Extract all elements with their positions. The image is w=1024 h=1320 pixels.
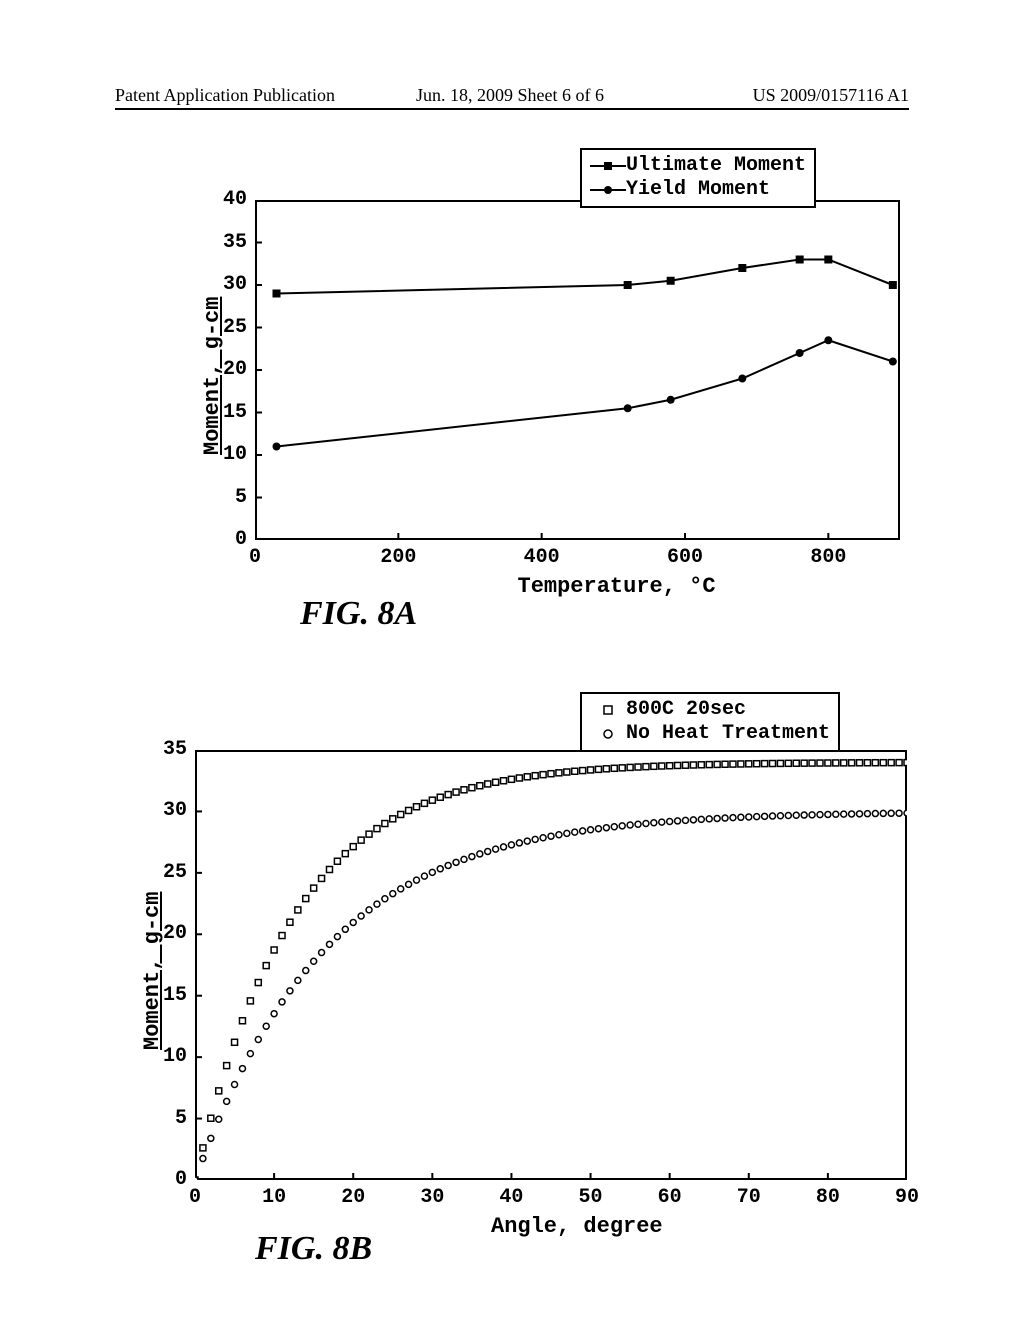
y-tick-label: 35	[223, 231, 247, 254]
y-tick-label: 10	[223, 443, 247, 466]
y-tick-label: 30	[223, 273, 247, 296]
y-tick-label: 10	[163, 1045, 187, 1068]
chart-a-legend: Ultimate MomentYield Moment	[580, 148, 816, 208]
y-tick-label: 30	[163, 799, 187, 822]
legend-item: Ultimate Moment	[590, 154, 806, 178]
legend-marker-icon	[590, 180, 626, 200]
y-axis-title: Moment, g-cm	[200, 297, 225, 455]
x-tick-label: 90	[887, 1186, 927, 1209]
x-tick-label: 40	[491, 1186, 531, 1209]
x-tick-label: 400	[522, 546, 562, 569]
chart-moment-vs-temperature	[255, 200, 900, 540]
x-tick-label: 60	[650, 1186, 690, 1209]
x-tick-label: 50	[571, 1186, 611, 1209]
legend-item: Yield Moment	[590, 178, 806, 202]
y-tick-label: 20	[163, 922, 187, 945]
y-tick-label: 25	[223, 316, 247, 339]
legend-marker-icon	[590, 156, 626, 176]
plot-area	[255, 200, 900, 540]
x-axis-title: Temperature, °C	[518, 574, 716, 599]
x-tick-label: 70	[729, 1186, 769, 1209]
legend-marker-icon	[590, 700, 626, 720]
legend-label: Ultimate Moment	[626, 154, 806, 178]
chart-b-legend: 800C 20secNo Heat Treatment	[580, 692, 840, 752]
legend-label: Yield Moment	[626, 178, 770, 202]
y-tick-label: 20	[223, 358, 247, 381]
x-tick-label: 20	[333, 1186, 373, 1209]
plot-area	[195, 750, 907, 1180]
chart-moment-vs-angle	[195, 750, 907, 1180]
x-tick-label: 800	[808, 546, 848, 569]
y-tick-label: 5	[235, 486, 247, 509]
figure-label-8b: FIG. 8B	[255, 1230, 372, 1268]
header-center: Jun. 18, 2009 Sheet 6 of 6	[340, 85, 680, 106]
y-tick-label: 5	[175, 1107, 187, 1130]
figure-label-8a: FIG. 8A	[300, 595, 417, 633]
legend-item: 800C 20sec	[590, 698, 830, 722]
y-tick-label: 15	[163, 984, 187, 1007]
y-tick-label: 0	[235, 528, 247, 551]
x-tick-label: 600	[665, 546, 705, 569]
legend-label: 800C 20sec	[626, 698, 746, 722]
y-tick-label: 40	[223, 188, 247, 211]
header-rule	[115, 108, 909, 110]
legend-marker-icon	[590, 724, 626, 744]
y-tick-label: 15	[223, 401, 247, 424]
y-tick-label: 35	[163, 738, 187, 761]
x-tick-label: 80	[808, 1186, 848, 1209]
x-tick-label: 30	[412, 1186, 452, 1209]
legend-label: No Heat Treatment	[626, 722, 830, 746]
legend-item: No Heat Treatment	[590, 722, 830, 746]
x-tick-label: 200	[378, 546, 418, 569]
header-right: US 2009/0157116 A1	[753, 85, 909, 106]
header-left: Patent Application Publication	[115, 85, 335, 106]
x-tick-label: 10	[254, 1186, 294, 1209]
x-axis-title: Angle, degree	[491, 1214, 663, 1239]
y-tick-label: 0	[175, 1168, 187, 1191]
y-axis-title: Moment, g-cm	[140, 892, 165, 1050]
y-tick-label: 25	[163, 861, 187, 884]
